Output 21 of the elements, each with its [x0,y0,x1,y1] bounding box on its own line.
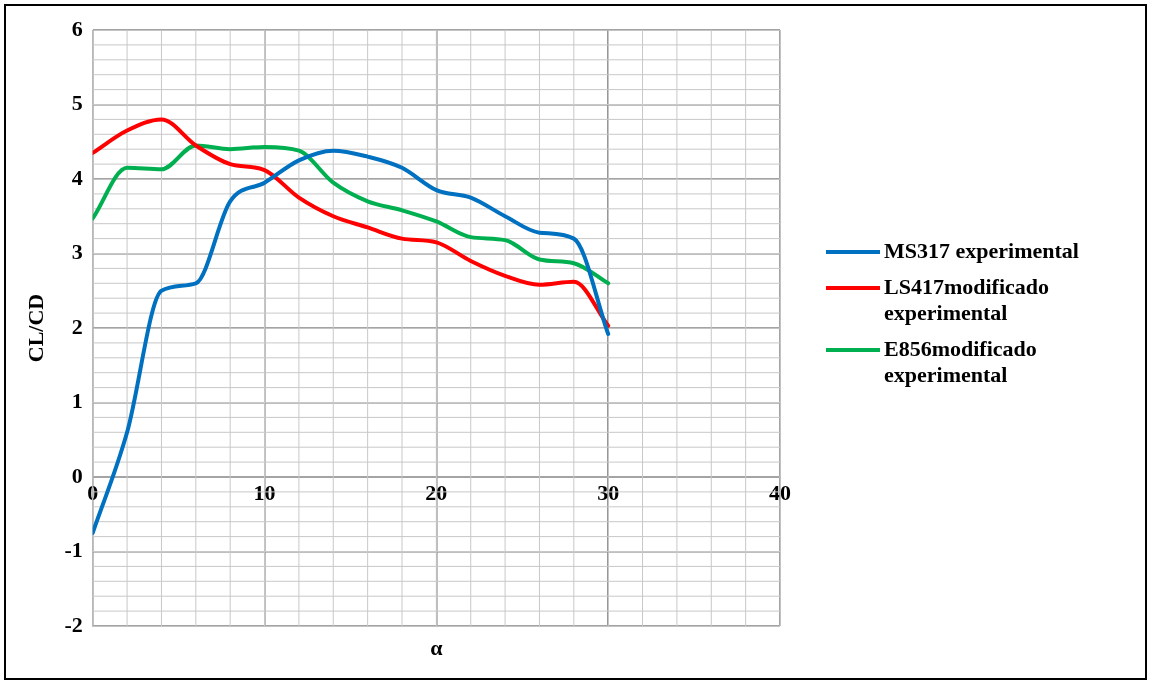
y-tick-label: 2 [71,313,83,339]
y-tick-label: 6 [71,15,83,41]
x-tick-label: 20 [425,479,448,505]
x-tick-label: 30 [597,479,620,505]
y-tick-label: 5 [71,90,83,116]
y-tick-label: -2 [64,611,83,637]
line-series [92,143,611,286]
y-tick-label: 0 [71,462,83,488]
y-tick-label: 4 [71,164,83,190]
y-tick-label: 3 [71,239,83,265]
x-tick-label: 40 [769,479,791,505]
legend-label: E856modificado experimental [884,336,1038,388]
y-tick-label: -1 [64,537,83,563]
line-series [92,117,611,328]
legend-label: MS317 experimental [884,238,1079,264]
x-axis-title: α [430,634,444,660]
legend-label: LS417modificado experimental [884,274,1051,326]
y-axis-title: CL/CD [22,293,48,363]
x-tick-label: 10 [253,479,276,505]
y-tick-label: 1 [71,388,83,414]
x-tick-label: 0 [87,479,99,505]
